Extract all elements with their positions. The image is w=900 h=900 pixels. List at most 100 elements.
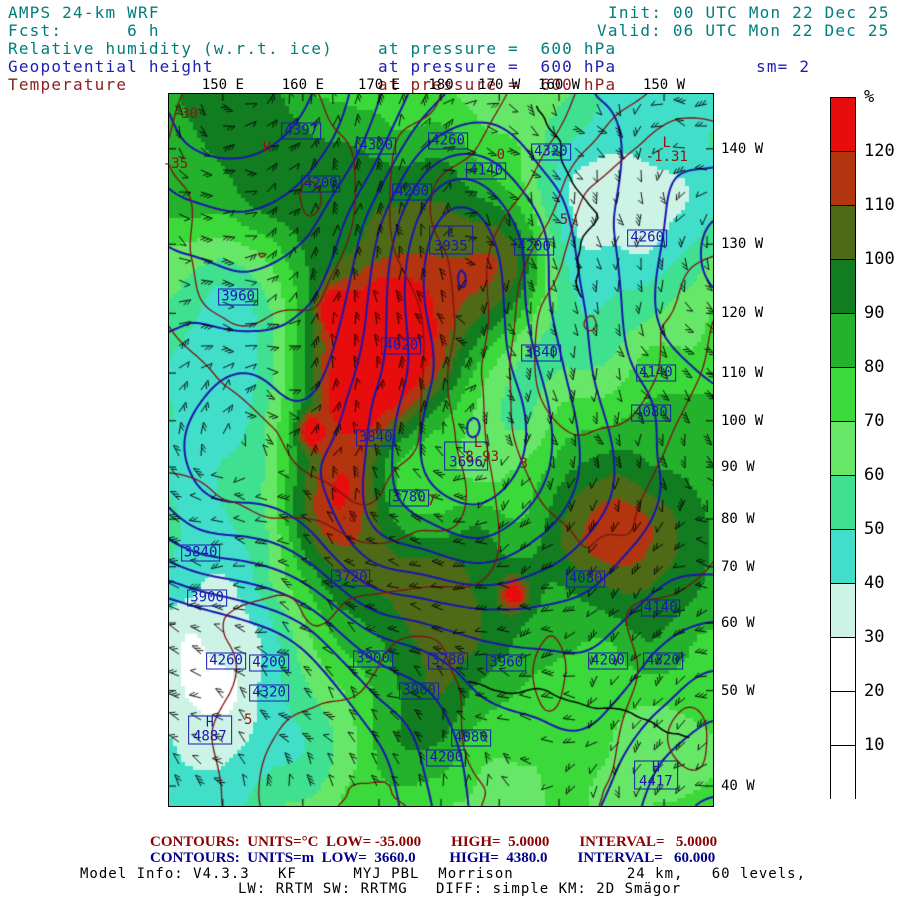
height-contour-label: 3840	[355, 429, 396, 447]
height-contour-label: 4320	[643, 652, 683, 670]
height-contour-label: 3960	[218, 288, 258, 306]
temp-center-marker: H	[262, 140, 272, 157]
height-contour-label: 3960	[486, 654, 527, 672]
colorbar-tick-label: 90	[864, 303, 885, 323]
height-contour-legend: CONTOURS: UNITS=m LOW= 3660.0 HIGH= 4380…	[150, 850, 716, 866]
temp-contour-label: -5	[235, 711, 253, 728]
temp-contour-label: -35	[162, 155, 189, 172]
longitude-label-top: 160 E	[281, 77, 324, 93]
colorbar-segment	[831, 638, 855, 692]
height-contour-label: 3780	[428, 652, 468, 670]
height-high-center: H 4887	[187, 715, 232, 745]
temp-center-marker: L -1.31	[645, 134, 688, 165]
fcst-hour: Fcst: 6 h	[8, 21, 160, 40]
longitude-label-right: 60 W	[721, 615, 755, 632]
colorbar-segment	[831, 98, 855, 152]
longitude-label-right: 80 W	[721, 511, 755, 528]
field-name-2: Temperature	[8, 75, 128, 94]
model-info-line2: LW: RRTM SW: RRTMG DIFF: simple KM: 2D S…	[238, 881, 682, 897]
temp-contour-label: 0	[496, 146, 506, 163]
height-low-center: L 3696	[444, 441, 488, 471]
temp-contour-label: -7	[418, 493, 436, 510]
height-contour-label: 4140	[636, 364, 676, 382]
height-contour-label: 4080	[631, 404, 671, 422]
height-contour-label: 4397	[281, 122, 322, 140]
temp-center-marker: L -8.93	[456, 435, 500, 465]
temp-contour-label: 3	[519, 456, 528, 473]
weather-map-canvas	[169, 94, 713, 806]
height-contour-label: 4260	[428, 132, 468, 150]
colorbar-tick-label: 70	[864, 411, 885, 431]
field-level-2: at pressure = 600 hPa	[378, 75, 617, 94]
height-contour-label: 4080	[451, 729, 491, 747]
height-contour-label: 4020	[381, 337, 422, 355]
temp-contour-label: 5	[559, 212, 569, 229]
height-contour-label: 4140	[640, 599, 681, 617]
field-name-0: Relative humidity (w.r.t. ice)	[8, 39, 333, 58]
model-info-line1: Model Info: V4.3.3 KF MYJ PBL Morrison 2…	[80, 866, 807, 882]
colorbar-segment	[831, 530, 855, 584]
colorbar-segment	[831, 584, 855, 638]
longitude-label-right: 110 W	[721, 365, 764, 382]
height-contour-label: 3720	[330, 569, 371, 587]
field-level-1: at pressure = 600 hPa	[378, 57, 617, 76]
longitude-label-top: 150 W	[642, 77, 686, 93]
valid-time: Valid: 06 UTC Mon 22 Dec 25	[597, 21, 890, 40]
colorbar-tick-label: 50	[864, 519, 885, 539]
colorbar-segment	[831, 476, 855, 530]
colorbar-segment	[831, 206, 855, 260]
field-name-1: Geopotential height	[8, 57, 214, 76]
longitude-label-top: 180	[428, 77, 454, 93]
longitude-label-right: 70 W	[721, 558, 755, 575]
height-contour-label: 4200	[392, 183, 433, 201]
model-title: AMPS 24-km WRF	[8, 3, 160, 22]
height-contour-label: 4200	[300, 175, 341, 193]
temp-contour-label: -30	[172, 105, 198, 122]
colorbar-unit: %	[864, 87, 875, 107]
colorbar-segment	[831, 368, 855, 422]
height-contour-label: 4320	[249, 684, 289, 702]
colorbar-tick-label: 120	[864, 141, 895, 161]
height-contour-label: 4200	[426, 749, 467, 767]
longitude-label-right: 120 W	[721, 305, 764, 322]
height-contour-label: 4320	[356, 137, 397, 155]
colorbar-tick-label: 60	[864, 465, 885, 485]
longitude-label-right: 90 W	[721, 459, 755, 476]
longitude-label-top: 170 W	[478, 77, 521, 93]
longitude-label-right: 50 W	[721, 682, 755, 699]
init-time: Init: 00 UTC Mon 22 Dec 25	[608, 3, 890, 22]
map-label-layer: 4397 4320 4260 4320 4140 4200 4200 L 3935 4200 426…	[163, 94, 713, 806]
temp-contour-label: -8	[340, 510, 357, 527]
colorbar-tick-label: 20	[864, 681, 885, 701]
height-contour-label: 3900	[353, 650, 393, 668]
height-contour-label: 4260	[627, 229, 668, 247]
height-contour-label: 4140	[466, 162, 506, 180]
colorbar-tick-label: 80	[864, 357, 885, 377]
colorbar-segments	[830, 97, 856, 800]
height-contour-label: 3840	[521, 344, 561, 362]
colorbar-tick-label: 100	[864, 249, 895, 269]
height-contour-label: 4200	[514, 238, 554, 256]
height-contour-label: 3840	[180, 544, 221, 562]
smoothing-label: sm= 2	[756, 57, 811, 76]
longitude-label-top: 160 W	[537, 77, 581, 93]
height-contour-label: 4200	[588, 652, 628, 670]
longitude-label-top: 150 E	[201, 77, 244, 93]
colorbar-tick-label: 10	[864, 735, 885, 755]
colorbar-segment	[831, 152, 855, 206]
colorbar-tick-label: 110	[864, 195, 895, 215]
colorbar-segment	[831, 746, 855, 800]
height-contour-label: 3900	[187, 589, 227, 607]
colorbar-segment	[831, 422, 855, 476]
height-low-center: L 3935	[428, 225, 473, 255]
colorbar-tick-label: 40	[864, 573, 885, 593]
colorbar: % 120 110 100 90 80 70 60 50 40 30 20 10	[830, 87, 895, 800]
longitude-label-right: 140 W	[721, 140, 764, 157]
longitude-label-right: 40 W	[721, 778, 755, 795]
height-contour-label: 3900	[399, 682, 440, 700]
longitude-label-top: 170 E	[357, 77, 401, 93]
height-contour-label: 4200	[249, 654, 289, 672]
height-contour-label: 4080	[565, 570, 606, 588]
height-contour-label: 4260	[206, 652, 246, 670]
